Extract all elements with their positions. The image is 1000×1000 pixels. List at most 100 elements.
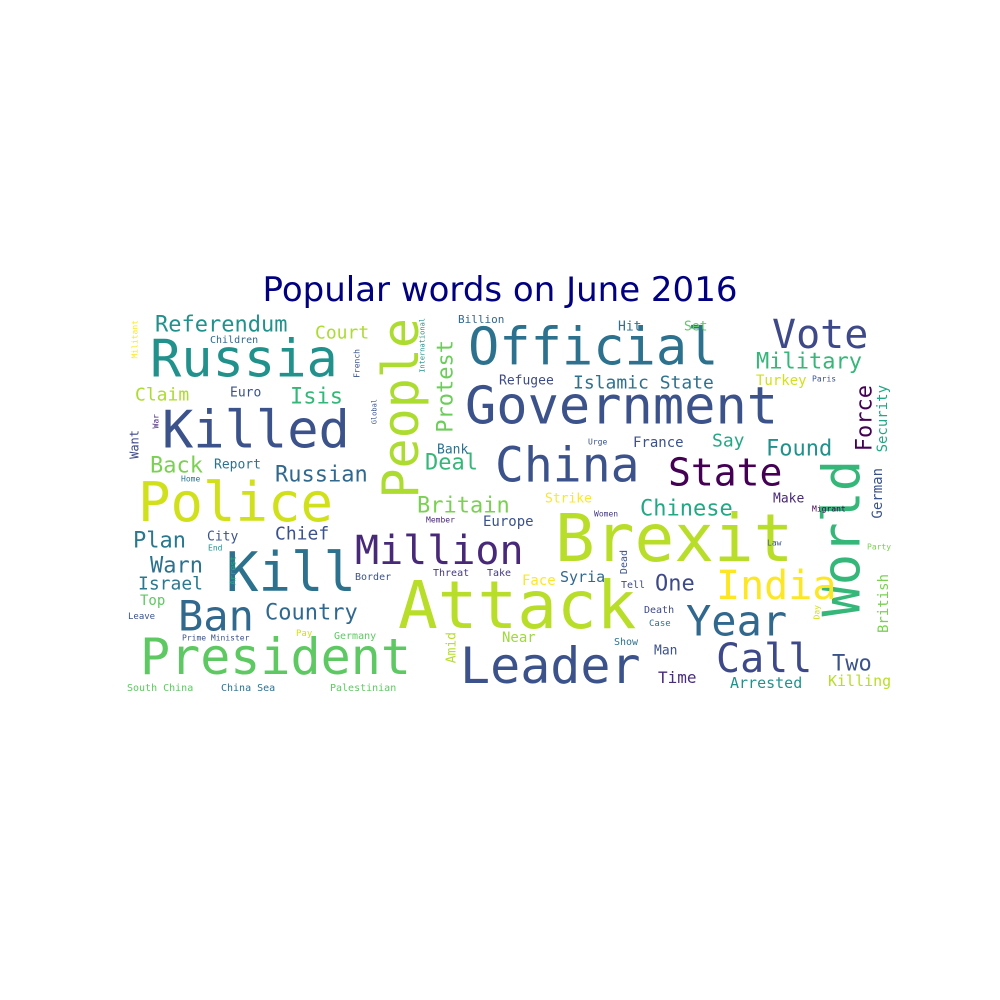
word-country: Country bbox=[265, 601, 358, 626]
word-military: Military bbox=[756, 350, 862, 375]
word-million: Million bbox=[355, 528, 524, 574]
word-leave: Leave bbox=[128, 612, 155, 622]
word-make: Make bbox=[773, 491, 804, 506]
word-turkey: Turkey bbox=[756, 373, 807, 389]
word-china: China bbox=[495, 437, 640, 493]
word-official: Official bbox=[468, 318, 718, 378]
word-britain: Britain bbox=[417, 494, 510, 519]
word-refugee: Refugee bbox=[499, 373, 554, 388]
word-set: Set bbox=[684, 319, 707, 334]
word-death: Death bbox=[644, 605, 674, 616]
word-women: Women bbox=[594, 509, 618, 518]
word-militant: Militant bbox=[130, 320, 139, 359]
word-case: Case bbox=[649, 619, 671, 629]
word-chinese: Chinese bbox=[640, 497, 733, 522]
word-children: Children bbox=[210, 335, 258, 346]
word-protest: Protest bbox=[434, 340, 459, 433]
word-hit: Hit bbox=[618, 319, 641, 334]
word-border: Border bbox=[355, 572, 391, 583]
word-europe: Europe bbox=[483, 514, 534, 530]
word-two: Two bbox=[832, 652, 872, 677]
word-vote: Vote bbox=[772, 312, 868, 358]
word-global: Global bbox=[371, 399, 379, 424]
word-report: Report bbox=[214, 457, 261, 472]
word-back: Back bbox=[150, 454, 203, 479]
word-kill: Kill bbox=[226, 541, 356, 604]
word-year: Year bbox=[686, 597, 787, 646]
word-tell: Tell bbox=[621, 580, 645, 591]
word-home: Home bbox=[181, 474, 200, 483]
word-government: Government bbox=[465, 377, 778, 437]
word-amid: Amid bbox=[444, 632, 459, 663]
word-world: World bbox=[813, 460, 873, 617]
word-prime-minister: Prime Minister bbox=[182, 633, 250, 642]
word-law: Law bbox=[767, 538, 782, 547]
word-migrant: Migrant bbox=[812, 504, 846, 513]
word-want: Want bbox=[128, 430, 142, 459]
word-palestinian: Palestinian bbox=[330, 683, 396, 694]
word-euro: Euro bbox=[230, 385, 261, 400]
word-syria: Syria bbox=[560, 568, 605, 586]
word-russian: Russian bbox=[275, 463, 368, 488]
word-city: City bbox=[207, 529, 238, 544]
word-leader: Leader bbox=[460, 637, 641, 695]
word-plan: Plan bbox=[133, 529, 186, 554]
word-force: Force bbox=[853, 385, 878, 451]
word-isis: Isis bbox=[290, 385, 343, 410]
word-billion: Billion bbox=[458, 313, 504, 326]
word-ban: Ban bbox=[178, 592, 254, 641]
word-found: Found bbox=[766, 437, 832, 462]
word-state: State bbox=[668, 450, 782, 494]
word-south-china: South China bbox=[127, 683, 193, 694]
word-russia: Russia bbox=[150, 330, 338, 390]
word-party: Party bbox=[867, 542, 891, 551]
word-war: War bbox=[151, 414, 160, 429]
word-near: Near bbox=[502, 630, 536, 646]
word-french: French bbox=[352, 349, 361, 378]
word-top: Top bbox=[140, 593, 165, 609]
word-show: Show bbox=[614, 637, 639, 648]
word-warn: Warn bbox=[150, 554, 203, 579]
word-arrest: Arrest bbox=[228, 556, 237, 585]
word-chief: Chief bbox=[275, 523, 329, 544]
word-germany: Germany bbox=[334, 631, 376, 642]
word-face: Face bbox=[522, 573, 556, 589]
word-strike: Strike bbox=[545, 491, 592, 506]
word-international: International bbox=[419, 318, 427, 373]
word-arrested: Arrested bbox=[730, 674, 802, 692]
word-time: Time bbox=[658, 668, 697, 687]
word-urge: Urge bbox=[588, 437, 607, 446]
chart-title: Popular words on June 2016 bbox=[262, 270, 738, 310]
word-dead: Dead bbox=[619, 550, 630, 574]
word-attack: Attack bbox=[398, 567, 636, 644]
word-member: Member bbox=[426, 515, 455, 524]
word-china-sea: China Sea bbox=[221, 683, 275, 694]
word-man: Man bbox=[654, 643, 677, 658]
word-paris: Paris bbox=[812, 374, 836, 383]
word-threat: Threat bbox=[433, 568, 469, 579]
word-german: German bbox=[870, 468, 886, 519]
word-referendum: Referendum bbox=[155, 313, 287, 338]
word-court: Court bbox=[315, 322, 369, 343]
word-take: Take bbox=[487, 568, 511, 579]
word-end: End bbox=[208, 543, 223, 552]
word-france: France bbox=[633, 435, 684, 451]
word-security: Security bbox=[875, 385, 891, 452]
word-police: Police bbox=[138, 471, 333, 534]
word-one: One bbox=[655, 572, 695, 597]
word-brexit: Brexit bbox=[555, 500, 793, 577]
word-india: India bbox=[716, 563, 836, 609]
word-call: Call bbox=[716, 636, 812, 682]
word-british: British bbox=[876, 574, 892, 633]
word-bank: Bank bbox=[437, 442, 468, 457]
word-pay: Pay bbox=[296, 629, 313, 639]
word-islamic-state: Islamic State bbox=[573, 372, 714, 393]
word-deal: Deal bbox=[425, 451, 478, 476]
word-israel: Israel bbox=[138, 573, 203, 594]
word-people: People bbox=[372, 318, 430, 499]
word-day: Day bbox=[812, 605, 821, 620]
word-killing: Killing bbox=[828, 672, 891, 690]
word-claim: Claim bbox=[135, 384, 189, 405]
word-say: Say bbox=[712, 430, 745, 451]
